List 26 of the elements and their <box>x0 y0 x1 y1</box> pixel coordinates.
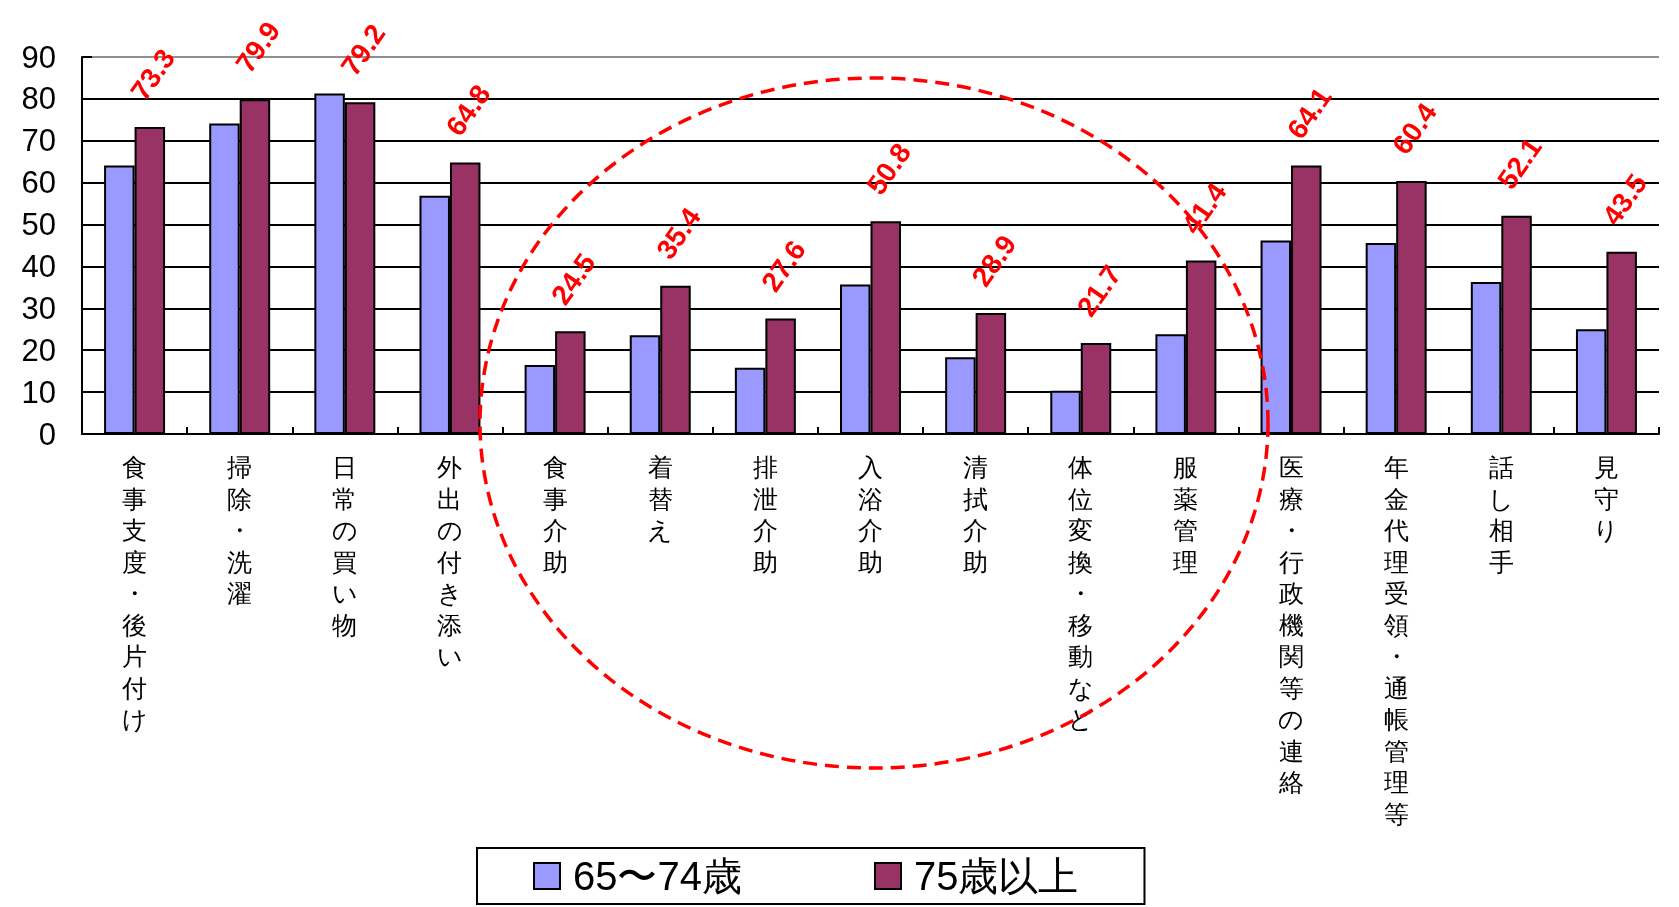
legend-label: 65〜74歳 <box>573 854 742 898</box>
x-tick-label: 外出の付き添い <box>435 452 464 672</box>
y-tick-label: 90 <box>21 39 56 75</box>
x-tick-label: 着替え <box>646 452 675 546</box>
x-tick-label: 服薬管理 <box>1172 452 1200 578</box>
y-tick-label: 60 <box>21 165 56 201</box>
category-label: 年金代理受領・通帳管理等 <box>1383 453 1409 828</box>
x-tick-label: 掃除・洗濯 <box>226 452 254 609</box>
x-tick-label: 排泄介助 <box>751 452 779 578</box>
y-tick-label: 30 <box>21 290 56 326</box>
x-tick-label: 入浴介助 <box>857 452 884 578</box>
y-tick-label: 20 <box>21 332 56 368</box>
y-tick-label: 0 <box>38 416 56 452</box>
x-tick-label: 話し相手 <box>1487 452 1516 578</box>
y-tick-label: 50 <box>21 207 56 243</box>
y-tick-label: 10 <box>21 374 56 410</box>
category-label: 医療・行政機関等の連絡 <box>1278 453 1305 796</box>
y-tick-label: 70 <box>21 123 56 159</box>
x-tick-label: 食事介助 <box>541 452 569 578</box>
x-tick-label: 見守り <box>1592 452 1621 546</box>
y-tick-label: 80 <box>21 81 56 117</box>
x-tick-label: 清拭介助 <box>962 452 990 578</box>
category-label: 食事支度・後片付け <box>121 453 148 733</box>
legend-label: 75歳以上 <box>913 854 1079 898</box>
y-tick-label: 40 <box>21 248 56 284</box>
x-tick-label: 日常の買い物 <box>330 452 359 641</box>
